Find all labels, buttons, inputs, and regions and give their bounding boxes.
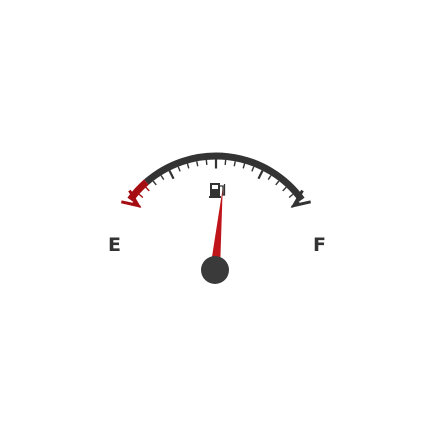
dial-tick xyxy=(251,166,255,172)
dial-arc-main xyxy=(144,152,305,202)
needle-hub xyxy=(201,256,229,284)
dial-tick xyxy=(138,193,144,199)
dial-ticks xyxy=(120,159,312,208)
empty-label: E xyxy=(108,234,121,256)
dial-tick xyxy=(196,161,199,167)
dial-tick xyxy=(186,163,190,169)
dial-tick xyxy=(282,186,287,192)
dial-cap-empty xyxy=(120,189,142,208)
dial-tick xyxy=(177,166,181,172)
dial-tick xyxy=(257,170,264,180)
dial-reserve-zone xyxy=(127,179,149,202)
full-label: F xyxy=(313,234,326,256)
dial-tick xyxy=(233,161,236,167)
dial-track xyxy=(144,152,305,202)
dial-arc-reserve xyxy=(127,179,149,202)
dial-tick xyxy=(267,175,272,181)
dial-tick xyxy=(160,175,165,181)
dial-cap-full xyxy=(290,189,312,208)
dial-tick xyxy=(288,193,294,199)
dial-tick xyxy=(275,180,280,186)
dial-tick xyxy=(145,186,150,192)
dial-tick xyxy=(168,170,175,180)
dial-tick xyxy=(242,163,246,169)
needle-group xyxy=(201,188,229,284)
dial-tick xyxy=(152,180,157,186)
gauge-needle xyxy=(210,188,223,271)
fuel-pump-icon xyxy=(209,183,226,198)
